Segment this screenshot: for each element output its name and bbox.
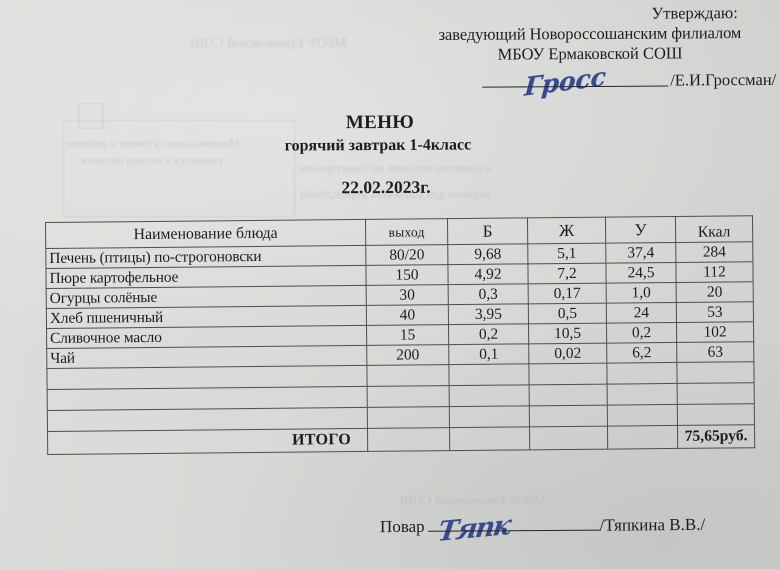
bleed-through-text: МБОУ Ермаковской СОШ [190, 36, 347, 51]
cell-empty [607, 404, 678, 427]
cell-empty [367, 385, 450, 408]
approval-position: заведующий Новороссошанским филиалом [438, 23, 742, 44]
cell-output: 40 [366, 304, 449, 326]
cell-empty [529, 384, 608, 406]
total-protein [449, 426, 530, 451]
total-label: ИТОГО [47, 428, 368, 455]
approval-signature-line: Гросс [482, 62, 668, 102]
bleed-through-footer: МБОУ Ермаковской СОШ [400, 492, 546, 507]
cell-output: 30 [366, 284, 449, 306]
cell-empty [47, 407, 368, 432]
cell-fat: 7,2 [527, 263, 607, 284]
cell-kcal: 20 [676, 281, 754, 303]
menu-table-body: Печень (птицы) по-строгоновски 80/20 9,68 5… [45, 241, 755, 432]
cell-carbs: 24,5 [605, 262, 677, 284]
menu-table-wrapper: Наименование блюда выход Б Ж У Ккал Пече… [45, 215, 755, 455]
cell-output: 200 [366, 344, 449, 366]
title-block: МЕНЮ горячий завтрак 1-4класс 22.02.2023… [0, 112, 780, 198]
cell-carbs: 1,0 [606, 282, 677, 304]
header-protein: Б [447, 217, 528, 245]
cell-empty [528, 363, 608, 385]
cell-carbs: 37,4 [605, 242, 676, 264]
cell-empty [607, 383, 678, 406]
menu-date: 22.02.2023г. [341, 176, 431, 198]
handwritten-signature: Гросс [523, 61, 608, 102]
cell-kcal: 63 [676, 341, 754, 363]
approval-signature-row: Гросс /Е.И.Гроссман/ [404, 62, 777, 102]
total-fat [529, 426, 608, 450]
header-carbs: У [605, 216, 676, 244]
cell-empty [677, 403, 755, 426]
cell-empty [449, 384, 530, 407]
cell-empty [677, 382, 755, 405]
cell-kcal: 53 [676, 301, 754, 323]
cell-protein: 0,3 [448, 283, 529, 305]
cell-carbs: 0,2 [606, 322, 677, 344]
approval-block: Утверждаю: заведующий Новороссошанским ф… [404, 3, 777, 102]
cell-kcal: 102 [676, 321, 754, 343]
footer-role-label: Повар [379, 516, 425, 537]
cell-kcal: 284 [675, 241, 753, 263]
cell-fat: 0,17 [528, 283, 607, 304]
approval-signer-name: /Е.И.Гроссман/ [670, 69, 777, 90]
cell-empty [367, 406, 450, 429]
cell-output: 15 [366, 324, 449, 346]
cell-protein: 4,92 [447, 263, 529, 285]
cell-fat: 5,1 [527, 243, 606, 264]
header-fat: Ж [527, 217, 606, 244]
cell-carbs: 24 [606, 302, 677, 324]
header-output: выход [365, 218, 448, 246]
footer-signature-line: Тяпк [428, 510, 600, 548]
cell-fat: 10,5 [528, 323, 607, 344]
cell-protein: 9,68 [447, 243, 528, 265]
header-kcal: Ккал [675, 215, 753, 243]
page-subtitle: горячий завтрак 1-4класс [284, 136, 472, 155]
cell-protein: 3,95 [448, 303, 529, 325]
cell-empty [606, 362, 678, 385]
cell-protein: 0,1 [448, 343, 529, 365]
cell-fat: 0,5 [528, 303, 607, 324]
cell-empty [448, 363, 530, 386]
cell-protein: 0,2 [448, 323, 529, 345]
footer-signer-name: /Тяпкина В.В./ [599, 514, 706, 535]
handwritten-signature: Тяпк [435, 509, 512, 549]
cell-empty [529, 405, 608, 427]
total-output [367, 427, 450, 452]
cell-fat: 0,02 [528, 343, 607, 364]
approval-organization: МБОУ Ермаковской СОШ [497, 43, 683, 64]
cell-carbs: 6,2 [606, 342, 677, 364]
total-carbs [607, 425, 678, 450]
menu-table: Наименование блюда выход Б Ж У Ккал Пече… [45, 215, 755, 455]
footer-signature-block: Повар Тяпк /Тяпкина В.В./ [379, 510, 706, 548]
approval-word: Утверждаю: [651, 3, 738, 23]
total-value: 75,65руб. [677, 424, 755, 449]
cell-empty [449, 405, 530, 428]
cell-empty [676, 361, 755, 384]
cell-empty [366, 364, 450, 387]
cell-kcal: 112 [675, 261, 754, 283]
cell-output: 150 [365, 264, 449, 286]
page-title: МЕНЮ [345, 111, 415, 134]
cell-output: 80/20 [365, 244, 448, 266]
header-dish-name: Наименование блюда [45, 219, 366, 249]
